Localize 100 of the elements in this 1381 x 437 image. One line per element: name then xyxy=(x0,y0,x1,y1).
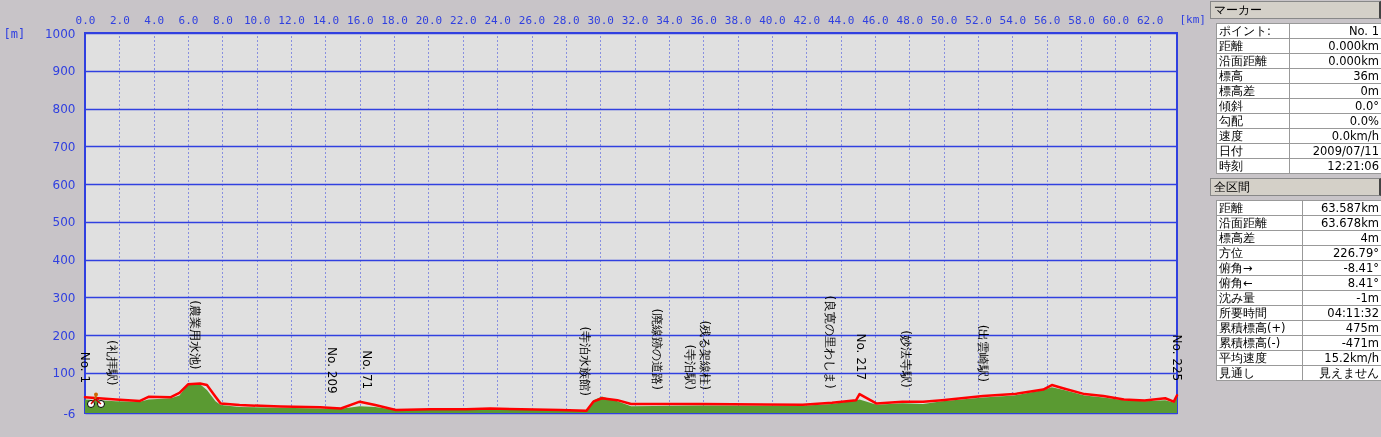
text: 2009/07/11 xyxy=(1289,143,1381,159)
annotation: (良寛の里わしま) xyxy=(823,295,838,389)
text: -1m xyxy=(1302,290,1381,306)
annotation: No. 1 xyxy=(78,351,92,384)
text: 0.000km xyxy=(1289,38,1381,54)
y-tick-label: 100 xyxy=(52,366,76,381)
annotation: No. 217 xyxy=(854,333,869,381)
x-axis-title: [km] xyxy=(1179,12,1206,26)
annotation: (廃線跡の道路) xyxy=(649,308,664,390)
text: 勾配 xyxy=(1216,113,1290,129)
text: 沿面距離 xyxy=(1216,53,1290,69)
text: 俯角← xyxy=(1216,275,1303,291)
text: 全区間 xyxy=(1210,178,1381,196)
text: 0.000km xyxy=(1289,53,1381,69)
text: 傾斜 xyxy=(1216,98,1290,114)
x-tick-label: 2.0 xyxy=(109,13,130,27)
text: ポイント: xyxy=(1216,23,1290,39)
x-tick-label: 54.0 xyxy=(999,13,1027,27)
text: 時刻 xyxy=(1216,158,1290,174)
x-tick-label: 62.0 xyxy=(1137,13,1164,27)
text: 日付 xyxy=(1216,143,1290,159)
text: 標高 xyxy=(1216,68,1290,84)
text: 0.0° xyxy=(1289,98,1381,114)
x-tick-label: 8.0 xyxy=(212,13,233,27)
x-tick-label: 28.0 xyxy=(553,13,580,27)
annotation: No. 209 xyxy=(325,347,340,394)
text: -471m xyxy=(1302,335,1381,351)
x-tick-label: 30.0 xyxy=(587,13,614,27)
x-tick-label: 6.0 xyxy=(178,13,199,27)
y-tick-label: 200 xyxy=(52,328,76,343)
x-tick-label: 32.0 xyxy=(621,13,649,27)
x-tick-label: 60.0 xyxy=(1102,13,1130,27)
y-tick-label: -6 xyxy=(63,406,76,421)
text: 沿面距離 xyxy=(1216,215,1303,231)
text: 0.0% xyxy=(1289,113,1381,129)
text: 累積標高(+) xyxy=(1216,320,1303,336)
x-tick-label: 50.0 xyxy=(930,13,958,27)
y-tick-label: 500 xyxy=(52,215,76,230)
text: 36m xyxy=(1289,68,1381,84)
y-tick-label: 600 xyxy=(52,177,76,192)
annotation: (農業用水池) xyxy=(187,300,202,370)
text: 8.41° xyxy=(1302,275,1381,291)
x-tick-label: 14.0 xyxy=(312,13,340,27)
y-tick-label: 900 xyxy=(52,64,76,79)
annotation: (寺泊駅) xyxy=(682,344,697,390)
text: 沈み量 xyxy=(1216,290,1303,306)
x-tick-label: 4.0 xyxy=(144,13,165,27)
text: 平均速度 xyxy=(1216,350,1303,366)
x-tick-label: 22.0 xyxy=(450,13,477,27)
text: 12:21:06 xyxy=(1289,158,1381,174)
text: 0.0km/h xyxy=(1289,128,1381,144)
annotation: No. 71 xyxy=(359,350,374,390)
text: 63.678km xyxy=(1302,215,1381,231)
text: 04:11:32 xyxy=(1302,305,1381,321)
text: 累積標高(-) xyxy=(1216,335,1303,351)
x-tick-label: 20.0 xyxy=(415,13,443,27)
text: 475m xyxy=(1302,320,1381,336)
x-tick-label: 42.0 xyxy=(793,13,821,27)
annotation: (礼拝駅) xyxy=(105,340,120,386)
x-tick-label: 38.0 xyxy=(724,13,752,27)
text: No. 1 xyxy=(1289,23,1381,39)
y-tick-label: 300 xyxy=(52,290,76,305)
text: 15.2km/h xyxy=(1302,350,1381,366)
text: 距離 xyxy=(1216,38,1290,54)
text: 距離 xyxy=(1216,200,1303,216)
x-tick-label: 26.0 xyxy=(518,13,546,27)
x-tick-label: 34.0 xyxy=(656,13,683,27)
text: 見えません xyxy=(1302,365,1381,381)
x-tick-label: 12.0 xyxy=(278,13,305,27)
x-tick-label: 58.0 xyxy=(1068,13,1095,27)
text: 所要時間 xyxy=(1216,305,1303,321)
x-tick-label: 10.0 xyxy=(243,13,271,27)
x-tick-label: 36.0 xyxy=(690,13,717,27)
y-axis-title: [m] xyxy=(3,26,26,41)
annotation: (出雲崎駅) xyxy=(976,324,991,382)
text: 標高差 xyxy=(1216,230,1303,246)
y-tick-label: 800 xyxy=(52,102,76,117)
x-tick-label: 40.0 xyxy=(759,13,786,27)
text: 標高差 xyxy=(1216,83,1290,99)
text: 63.587km xyxy=(1302,200,1381,216)
text: 方位 xyxy=(1216,245,1303,261)
text: 4m xyxy=(1302,230,1381,246)
text: -8.41° xyxy=(1302,260,1381,276)
text: 速度 xyxy=(1216,128,1290,144)
x-tick-label: 0.0 xyxy=(75,13,96,27)
x-tick-label: 48.0 xyxy=(896,13,924,27)
x-tick-label: 16.0 xyxy=(347,13,374,27)
annotation: (妙法寺駅) xyxy=(898,330,913,388)
text: 見通し xyxy=(1216,365,1303,381)
x-tick-label: 52.0 xyxy=(965,13,992,27)
annotation: (残る架線柱) xyxy=(697,320,712,390)
annotation: (寺泊水族館) xyxy=(577,326,592,396)
text: 俯角→ xyxy=(1216,260,1303,276)
x-tick-label: 24.0 xyxy=(484,13,511,27)
text: 226.79° xyxy=(1302,245,1381,261)
x-tick-label: 44.0 xyxy=(827,13,855,27)
x-tick-label: 18.0 xyxy=(381,13,408,27)
text: マーカー xyxy=(1210,1,1381,19)
y-tick-label: 1000 xyxy=(44,26,76,41)
y-tick-label: 700 xyxy=(52,139,76,154)
